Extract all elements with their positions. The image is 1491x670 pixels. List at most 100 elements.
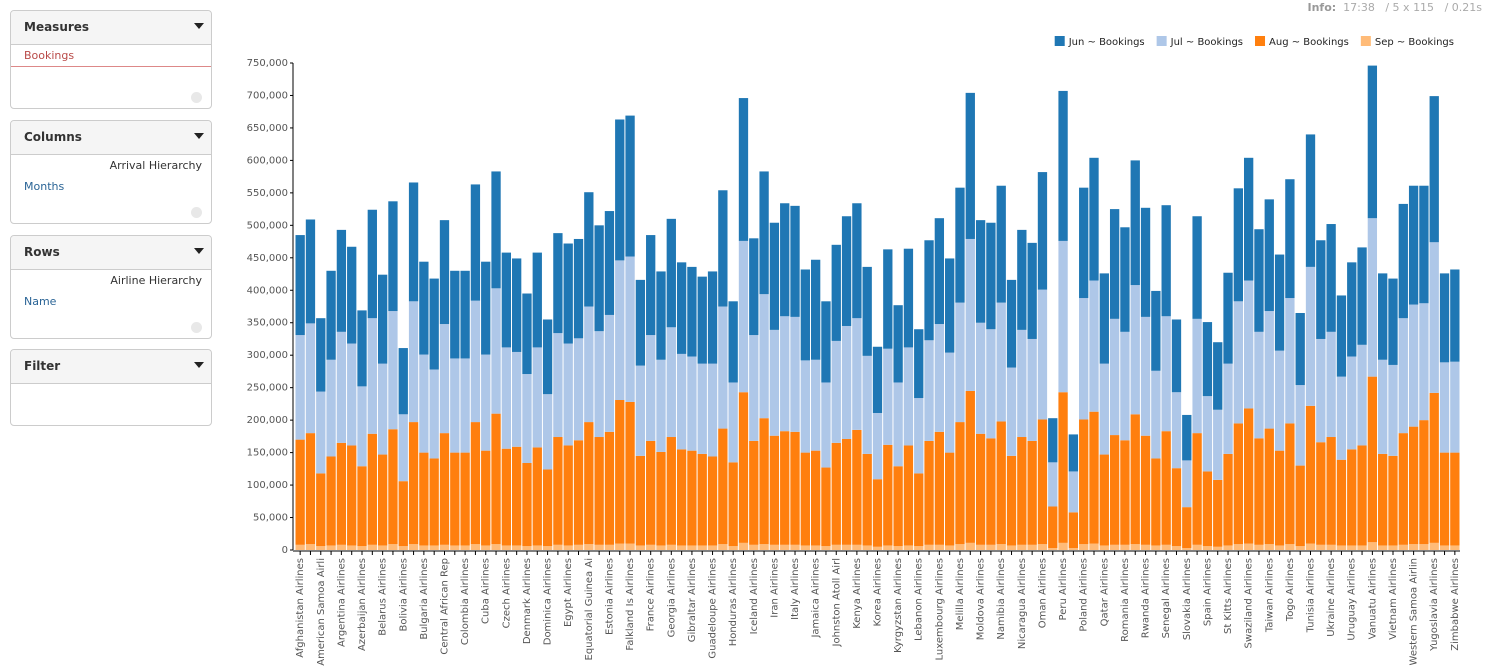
bar-segment (1048, 506, 1058, 549)
info-duration: / 0.21s (1444, 1, 1482, 14)
bar-segment (965, 238, 975, 391)
panel-title[interactable]: Filter (11, 350, 211, 384)
bar-segment (635, 279, 646, 366)
bar-segment (1182, 507, 1192, 549)
bar-segment (666, 544, 676, 550)
bar-segment (769, 329, 780, 436)
clear-icon[interactable] (191, 322, 202, 333)
panel-title[interactable]: Measures (11, 11, 211, 45)
x-tick-label: Belarus Airlines (378, 558, 389, 636)
bar-segment (1213, 546, 1223, 550)
bar-segment (676, 449, 687, 546)
x-tick-label: Oman Airlines (1037, 558, 1048, 628)
bar-segment (1285, 298, 1295, 424)
bar-segment (1439, 545, 1450, 550)
legend-swatch (1255, 36, 1266, 46)
bar-segment (367, 318, 377, 434)
bar-segment (584, 192, 594, 307)
bar-segment (1068, 471, 1079, 513)
bar-segment (1336, 295, 1347, 377)
bar-segment (872, 412, 883, 480)
bar-segment (1037, 289, 1048, 420)
bar-segment (728, 382, 738, 463)
measures-panel: Measures Bookings (10, 10, 212, 109)
hierarchy: Airline Hierarchy (110, 274, 202, 287)
bar-segment (1285, 423, 1295, 545)
bar-segment (1367, 542, 1378, 550)
x-tick-label: Zimbabwe Airlines (1450, 558, 1461, 651)
bar-segment (1109, 435, 1120, 545)
x-tick-label: American Samoa Airli (316, 558, 327, 666)
bar-segment (1316, 442, 1326, 545)
bar-segment (419, 452, 429, 546)
y-tick-label: 150,000 (247, 448, 288, 459)
bar-segment (470, 544, 481, 550)
bar-segment (553, 437, 563, 545)
panel-title[interactable]: Columns (11, 121, 211, 155)
bar-segment (625, 256, 635, 402)
bar-segment (924, 240, 934, 341)
bar-segment (955, 544, 965, 550)
bar-segment (718, 190, 728, 307)
bar-segment (1089, 411, 1099, 544)
bar-segment (728, 301, 738, 383)
bar-segment (1048, 548, 1058, 550)
bar-segment (707, 271, 718, 364)
bar-segment (429, 545, 439, 550)
bar-segment (1367, 376, 1378, 543)
bar-segment (646, 335, 656, 441)
bar-segment (1254, 438, 1264, 545)
bar-segment (852, 544, 862, 550)
bar-segment (1398, 433, 1408, 545)
bar-segment (1223, 453, 1233, 546)
panel-title[interactable]: Rows (11, 236, 211, 270)
bar-segment (903, 248, 914, 348)
legend-label: Sep ~ Bookings (1375, 37, 1454, 48)
bar-segment (676, 353, 687, 450)
bar-segment (790, 544, 800, 550)
bar-segment (810, 259, 821, 360)
bar-segment (697, 545, 707, 550)
y-tick-label: 400,000 (247, 285, 288, 296)
column-item[interactable]: Months (24, 180, 65, 193)
bar-segment (1213, 479, 1223, 547)
x-tick-label: Georgia Airlines (666, 558, 677, 637)
bar-segment (780, 316, 790, 432)
x-tick-label: Bulgaria Airlines (419, 558, 430, 640)
bar-segment (357, 546, 367, 550)
bar-segment (1151, 458, 1161, 546)
row-item[interactable]: Name (24, 295, 57, 308)
legend-swatch (1360, 36, 1371, 46)
bar-segment (1192, 433, 1202, 545)
bar-segment (1295, 546, 1305, 550)
bar-segment (481, 354, 491, 451)
clear-icon[interactable] (191, 92, 202, 103)
bar-segment (1202, 322, 1213, 397)
bar-segment (408, 182, 419, 302)
bar-segment (1243, 408, 1254, 544)
bar-segment (924, 440, 934, 545)
bar-segment (841, 438, 852, 545)
bar-segment (1254, 331, 1264, 439)
bar-segment (986, 329, 996, 439)
bar-segment (573, 544, 584, 550)
y-tick-label: 700,000 (247, 90, 288, 101)
bar-segment (542, 546, 553, 550)
bar-segment (893, 305, 903, 383)
clear-icon[interactable] (191, 207, 202, 218)
bar-segment (1151, 545, 1161, 550)
bar-segment (1243, 157, 1254, 281)
bar-segment (522, 462, 532, 547)
bar-segment (749, 544, 759, 550)
measure-item[interactable]: Bookings (11, 45, 211, 67)
bar-segment (852, 429, 862, 545)
bar-segment (1017, 437, 1027, 545)
x-tick-label: Ukraine Airlines (1326, 558, 1337, 637)
bar-segment (1017, 544, 1027, 550)
x-tick-label: Togo Airlines (1285, 558, 1296, 622)
bar-segment (1357, 344, 1367, 446)
bar-segment (986, 438, 996, 545)
bar-segment (1192, 318, 1202, 434)
bar-segment (336, 331, 347, 443)
